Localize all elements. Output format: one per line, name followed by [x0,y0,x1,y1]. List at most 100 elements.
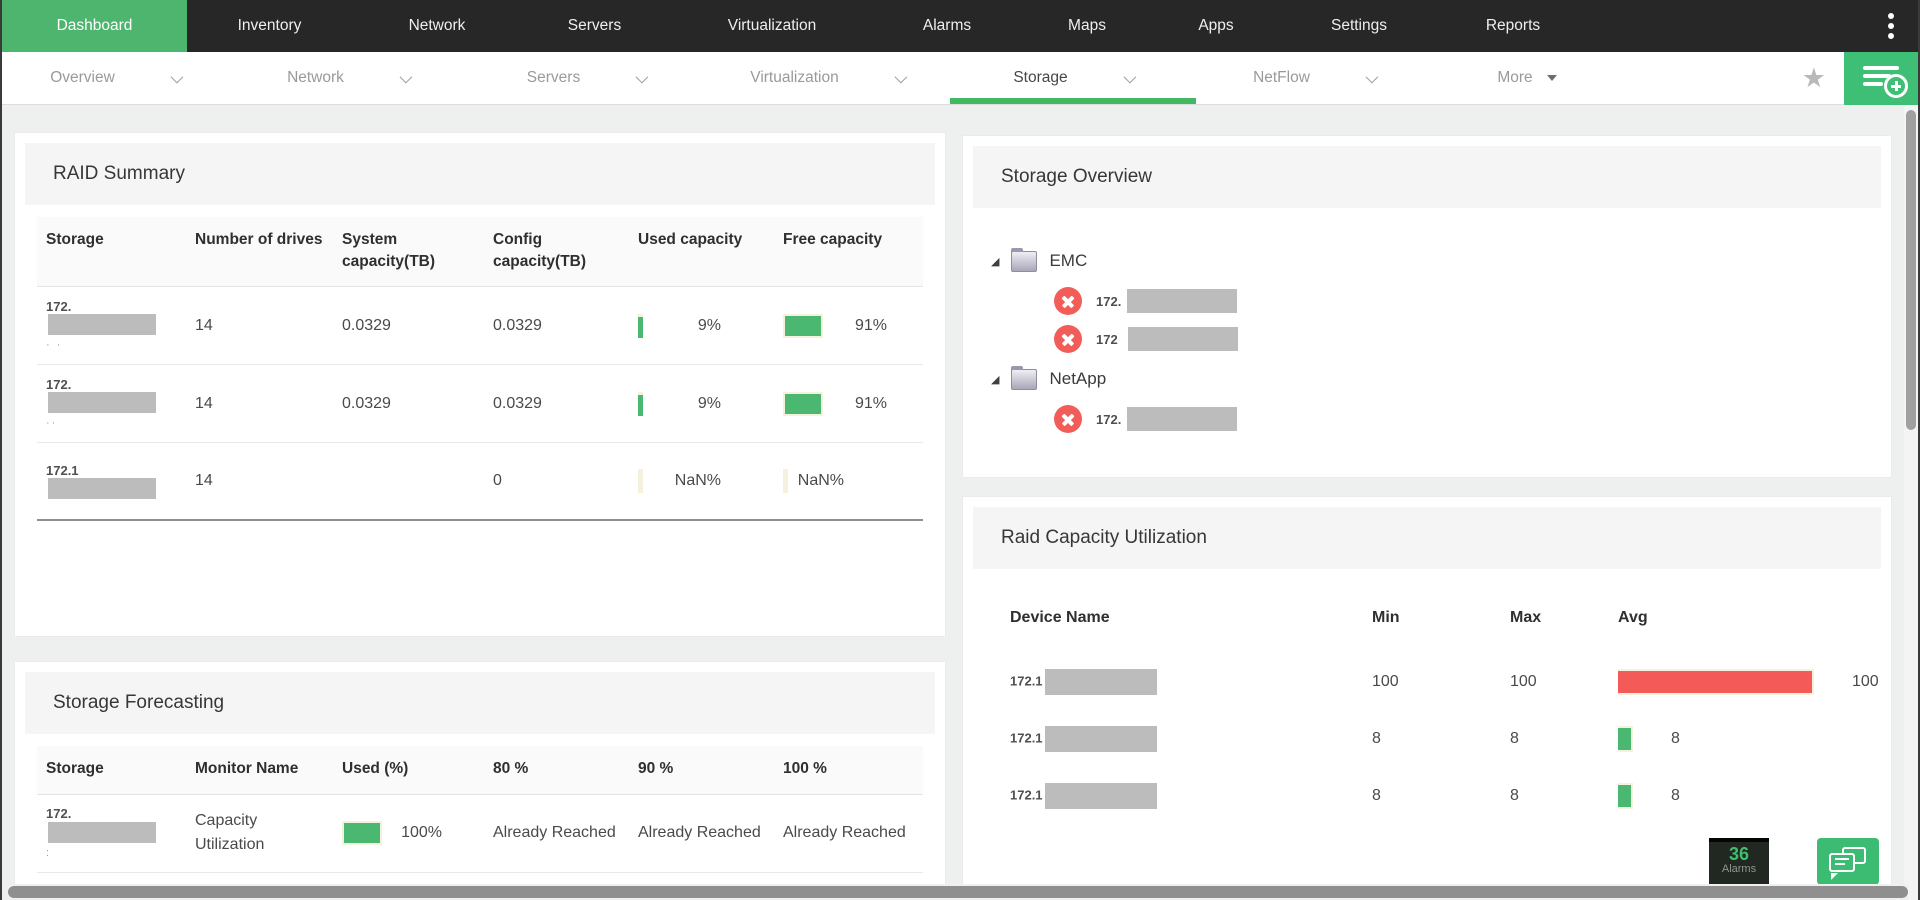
used-capacity-bar [638,391,643,416]
topnav-tab-maps[interactable]: Maps [1068,17,1106,34]
device-name-cell: 172.1 [1010,668,1372,695]
subnav-item-virtualization[interactable]: Virtualization [704,52,950,104]
overflow-menu-icon[interactable] [1876,0,1906,52]
subnav-label: Storage [1013,69,1068,86]
topnav-tab-network[interactable]: Network [408,17,466,34]
config-capacity-cell: 0.0329 [493,316,542,334]
col-header-80pct: 80 % [493,760,529,777]
col-header-system-capacity: System capacity(TB) [342,231,436,270]
system-capacity-cell: 0.0329 [342,394,391,412]
chevron-down-icon [894,70,908,83]
used-pct-value: 100% [401,824,442,842]
active-tab-underline [950,98,1196,104]
topnav-tab-dashboard[interactable]: Dashboard [2,0,187,52]
avg-value: 8 [1671,786,1680,804]
storage-device-cell: 172. · · [37,300,186,351]
free-capacity-value: 91% [854,394,887,412]
storage-forecasting-table: Storage Monitor Name Used (%) 80 % 90 % … [37,746,923,873]
subnav-item-network[interactable]: Network [228,52,468,104]
max-cell: 8 [1510,729,1519,747]
topnav-tab-settings[interactable]: Settings [1330,17,1387,34]
caret-down-icon [1546,75,1557,81]
widget-title: RAID Summary [25,143,935,205]
col-header-storage: Storage [46,231,104,248]
menu-lines-icon [1863,66,1899,90]
subnav-item-overview[interactable]: Overview [2,52,228,104]
ip-prefix: 172.1 [46,462,79,478]
redacted-ip [48,392,156,414]
redacted-ip [1127,407,1238,431]
table-row[interactable]: 172. · · 14 0.0329 0.0329 9% 91% [37,287,923,366]
col-header-used-pct: Used (%) [342,760,409,777]
free-capacity-value: 91% [854,316,887,334]
tree-expanded-icon[interactable]: ◢ [991,373,1000,386]
table-row[interactable]: 172.1 8 8 8 [1010,710,1891,767]
alarms-count-badge[interactable]: 36 Alarms [1709,838,1769,885]
ip-prefix: 172.1 [1010,672,1043,688]
config-capacity-cell: 0 [493,472,502,490]
chevron-down-icon [635,70,649,83]
chat-support-button[interactable] [1817,838,1879,885]
table-row[interactable]: 172.1 14 0 NaN% NaN% [37,443,923,522]
col-header-90pct: 90 % [638,760,674,777]
dashboard-subnav: Overview Network Servers Virtualization … [2,52,1918,105]
error-status-icon [1054,287,1082,315]
min-cell: 8 [1372,786,1381,804]
used-capacity-value: 9% [697,394,721,412]
used-capacity-cell: NaN% [629,469,774,494]
table-row[interactable]: 172. : Capacity Utilization 100% Already… [37,795,923,873]
raid-capacity-table: Device Name Min Max Avg 172.1 100 100 10… [1010,609,1891,824]
topnav-tab-alarms[interactable]: Alarms [922,17,972,34]
tree-device[interactable]: 172. [1054,404,1891,434]
table-row[interactable]: 172. ·· 14 0.0329 0.0329 9% 91% [37,365,923,444]
table-row[interactable]: 172.1 8 8 8 [1010,767,1891,824]
storage-tree: ◢ EMC 172. 172 ◢ NetApp 172. [963,218,1891,434]
tree-expanded-icon[interactable]: ◢ [991,255,1000,268]
tree-device[interactable]: 172 [1054,324,1891,354]
col-header-100pct: 100 % [783,760,827,777]
subnav-label: More [1497,69,1533,86]
topnav-tab-reports[interactable]: Reports [1485,17,1541,34]
tree-device[interactable]: 172. [1054,286,1891,316]
used-capacity-bar [638,469,643,494]
max-cell: 8 [1510,786,1519,804]
used-capacity-bar [638,313,643,338]
used-capacity-cell: 9% [629,391,774,416]
col-header-free-capacity: Free capacity [783,231,883,248]
col-header-storage: Storage [46,760,104,777]
plus-icon [1884,74,1908,98]
tree-group-label: NetApp [1049,369,1107,388]
vertical-scrollbar-thumb[interactable] [1906,110,1916,430]
topnav-tab-servers[interactable]: Servers [567,17,622,34]
free-capacity-bar [783,313,823,338]
max-cell: 100 [1510,672,1537,690]
topnav-tab-virtualization[interactable]: Virtualization [727,17,817,34]
ip-prefix: 172.1 [1010,786,1043,802]
add-dashboard-button[interactable] [1844,52,1918,105]
avg-bar [1618,782,1633,809]
tree-group-netapp[interactable]: ◢ NetApp [991,362,1891,396]
top-nav: Dashboard Inventory Network Servers Virt… [2,0,1918,52]
drives-cell: 14 [195,472,213,490]
folder-icon [1011,247,1038,272]
avg-value: 100 [1852,672,1879,690]
table-row[interactable]: 172.1 100 100 100 [1010,653,1891,710]
chat-bubble-tail [1831,873,1838,880]
subnav-label: NetFlow [1253,69,1310,86]
subnav-item-more[interactable]: More [1432,52,1622,104]
subnav-item-servers[interactable]: Servers [468,52,704,104]
subnav-item-storage[interactable]: Storage [950,52,1196,104]
chevron-down-icon [399,70,413,83]
ip-prefix: 172. [46,377,72,393]
threshold-80-cell: Already Reached [493,824,616,842]
subnav-item-netflow[interactable]: NetFlow [1196,52,1432,104]
horizontal-scrollbar-thumb[interactable] [8,886,1908,898]
tree-group-emc[interactable]: ◢ EMC [991,244,1891,278]
topnav-tab-inventory[interactable]: Inventory [237,17,302,34]
favorite-star-icon[interactable]: ★ [1801,63,1826,93]
chevron-down-icon [1123,70,1136,83]
storage-forecasting-widget: Storage Forecasting Storage Monitor Name… [14,661,946,900]
config-capacity-cell: 0.0329 [493,394,542,412]
topnav-tab-apps[interactable]: Apps [1198,17,1234,34]
col-header-used-capacity: Used capacity [638,231,743,248]
